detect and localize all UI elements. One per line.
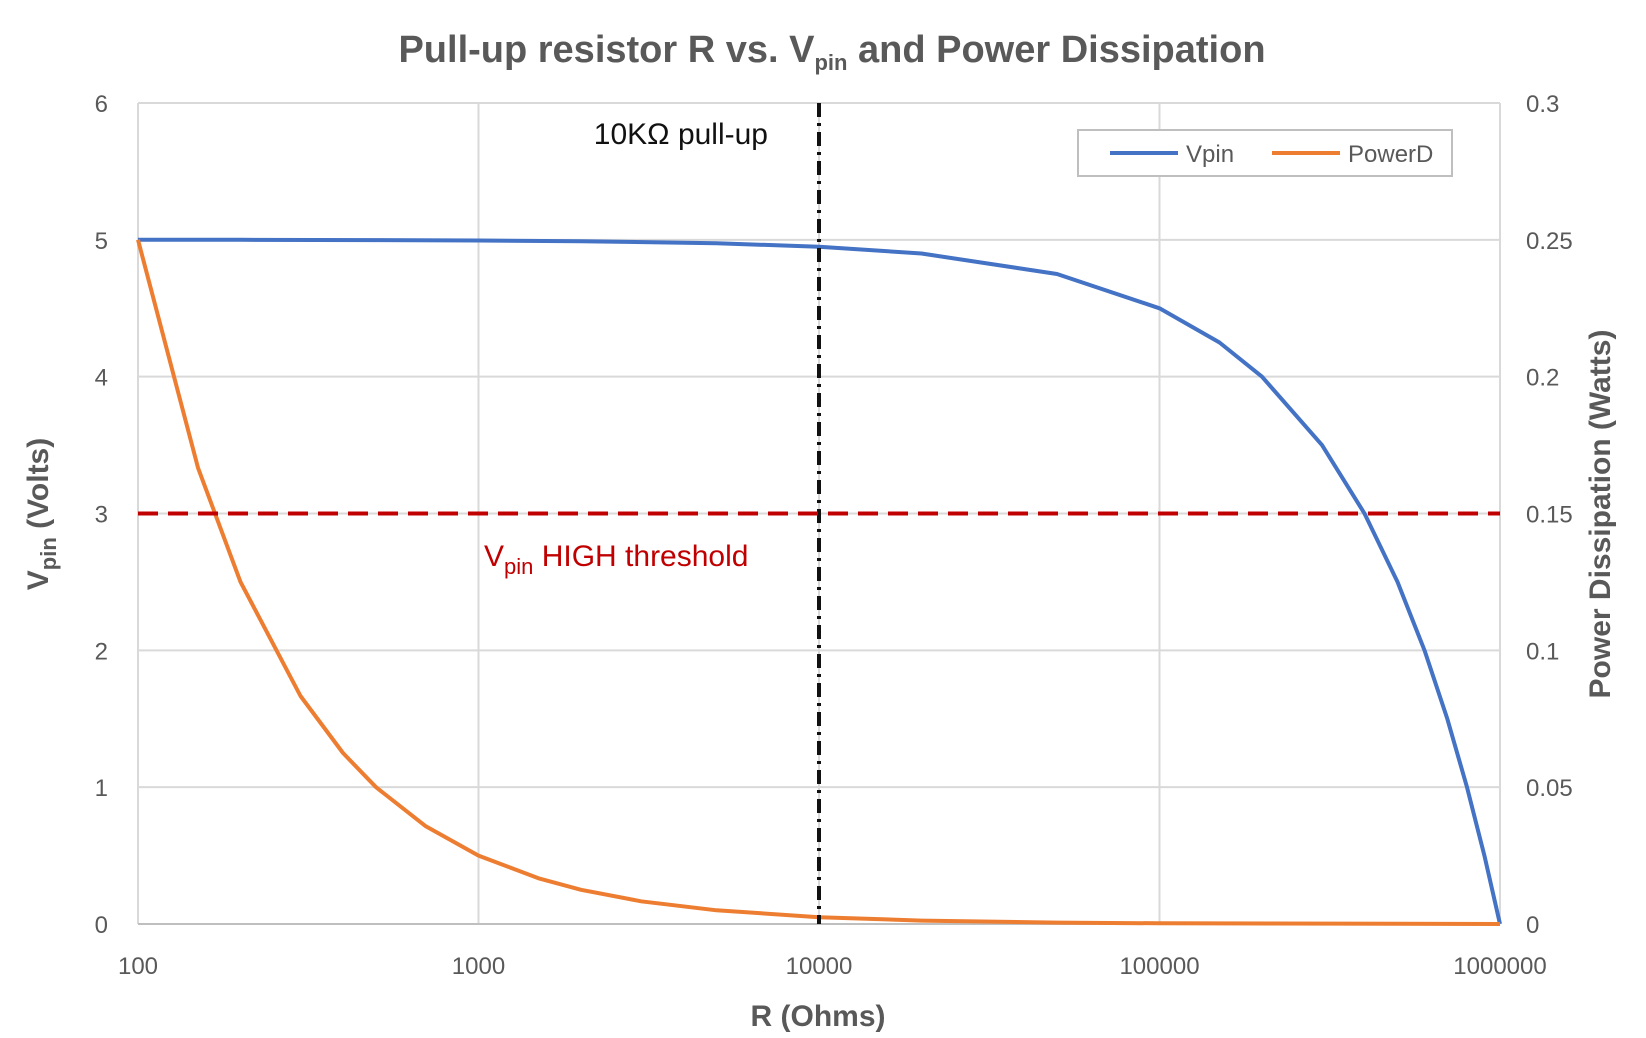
y-tick-label: 3: [95, 502, 108, 529]
y-axis-title-suffix: (Volts): [22, 438, 55, 537]
pullup-annotation: 10KΩ pull-up: [594, 118, 768, 151]
chart-title-suffix: and Power Dissipation: [847, 29, 1265, 71]
x-tick-label: 100: [118, 953, 158, 980]
y2-tick-label: 0.25: [1526, 228, 1573, 255]
y2-tick-label: 0.3: [1526, 91, 1559, 118]
y-axis-title: Vpin (Volts): [22, 438, 61, 590]
y-tick-label: 4: [95, 365, 108, 392]
y-tick-label: 6: [95, 91, 108, 118]
y2-tick-label: 0: [1526, 912, 1539, 939]
x-tick-label: 100000: [1119, 953, 1199, 980]
chart-title: Pull-up resistor R vs. Vpin and Power Di…: [398, 29, 1265, 75]
threshold-annotation: Vpin HIGH threshold: [484, 540, 748, 579]
y2-tick-label: 0.1: [1526, 638, 1559, 665]
y-tick-label: 0: [95, 912, 108, 939]
y2-tick-label: 0.2: [1526, 365, 1559, 392]
x-tick-label: 1000000: [1453, 953, 1546, 980]
y-tick-label: 1: [95, 775, 108, 802]
threshold-annotation-suffix: HIGH threshold: [533, 540, 748, 573]
series: [136, 237, 1502, 926]
y-tick-label: 2: [95, 638, 108, 665]
y2-axis-title: Power Dissipation (Watts): [1584, 330, 1617, 699]
x-axis-title: R (Ohms): [751, 1000, 886, 1033]
threshold-annotation-main: V: [484, 540, 504, 573]
y2-tick-label: 0.15: [1526, 502, 1573, 529]
y2-tick-label: 0.05: [1526, 775, 1573, 802]
x-tick-label: 10000: [786, 953, 853, 980]
y-tick-label: 5: [95, 228, 108, 255]
chart-title-prefix: Pull-up resistor R vs. V: [398, 29, 815, 71]
legend-label-powerd: PowerD: [1348, 141, 1433, 168]
y-axis-title-main: V: [22, 570, 55, 590]
series-line-vpin: [138, 237, 1502, 925]
threshold-annotation-subscript: pin: [504, 554, 533, 579]
y-axis-title-subscript: pin: [36, 537, 61, 570]
series-line-powerd: [136, 239, 1501, 926]
legend-label-vpin: Vpin: [1186, 141, 1234, 168]
legend: Vpin PowerD: [1077, 129, 1453, 177]
chart-title-subscript: pin: [814, 50, 847, 75]
x-tick-label: 1000: [452, 953, 505, 980]
tick-labels: 0 1 2 3 4 5 6 0 0.05 0.1 0.15 0.2 0.25 0.3 100 1000 1000…: [95, 91, 1573, 980]
